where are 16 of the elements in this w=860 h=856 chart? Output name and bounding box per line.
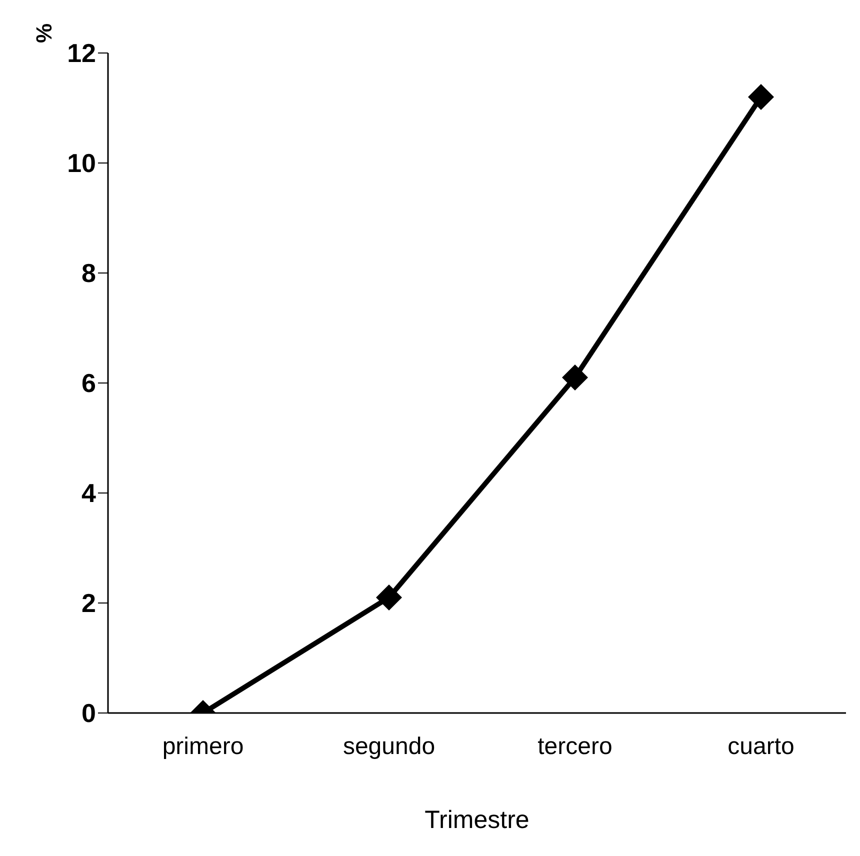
y-tick-label: 4 bbox=[82, 478, 97, 508]
y-axis-title: % bbox=[32, 23, 57, 43]
y-tick-label: 2 bbox=[82, 588, 96, 618]
y-tick-label: 8 bbox=[82, 258, 96, 288]
y-tick-label: 6 bbox=[82, 368, 96, 398]
y-tick-label: 10 bbox=[67, 148, 96, 178]
x-tick-label: primero bbox=[162, 733, 244, 760]
point bbox=[562, 364, 588, 390]
y-tick-label: 12 bbox=[67, 38, 96, 68]
x-tick-label: tercero bbox=[538, 733, 612, 760]
point bbox=[748, 84, 774, 110]
x-tick-label: cuarto bbox=[728, 733, 794, 760]
x-axis-title: Trimestre bbox=[424, 806, 530, 834]
point bbox=[376, 584, 402, 610]
x-tick-label: segundo bbox=[342, 733, 436, 760]
y-tick-label: 0 bbox=[82, 698, 96, 728]
